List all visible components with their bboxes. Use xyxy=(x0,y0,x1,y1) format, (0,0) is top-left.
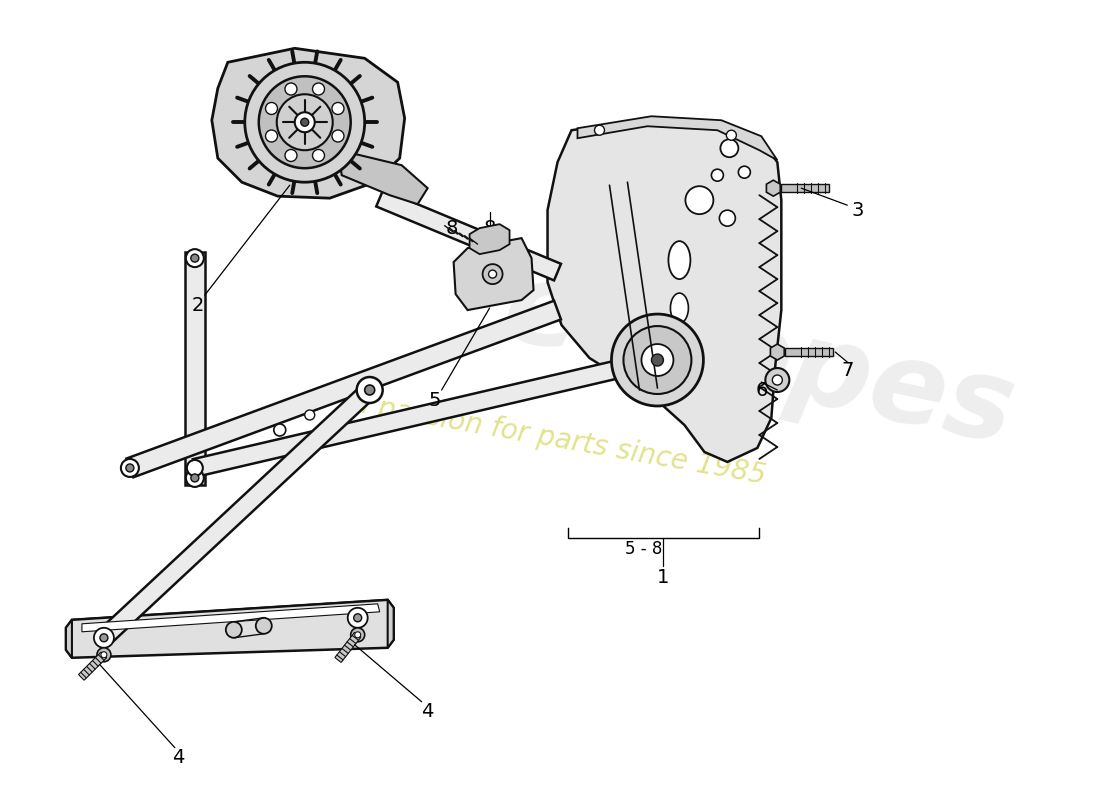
Polygon shape xyxy=(212,48,405,198)
Polygon shape xyxy=(785,348,834,356)
Polygon shape xyxy=(78,652,107,680)
Circle shape xyxy=(94,628,114,648)
Text: 6: 6 xyxy=(756,381,768,399)
Circle shape xyxy=(274,424,286,436)
Polygon shape xyxy=(578,116,778,160)
Circle shape xyxy=(712,169,724,181)
Circle shape xyxy=(332,102,344,114)
Polygon shape xyxy=(470,224,509,254)
Polygon shape xyxy=(192,351,660,477)
Text: 2: 2 xyxy=(191,295,204,314)
Circle shape xyxy=(285,83,297,95)
Circle shape xyxy=(245,62,365,182)
Text: 5 - 8: 5 - 8 xyxy=(625,540,662,558)
Text: 1: 1 xyxy=(657,568,670,587)
Polygon shape xyxy=(387,600,394,648)
Circle shape xyxy=(641,344,673,376)
Circle shape xyxy=(186,469,204,487)
Circle shape xyxy=(186,249,204,267)
Circle shape xyxy=(312,150,324,162)
Circle shape xyxy=(719,210,736,226)
Polygon shape xyxy=(770,344,784,360)
Polygon shape xyxy=(185,252,205,485)
Text: 5: 5 xyxy=(428,390,441,410)
Circle shape xyxy=(651,354,663,366)
Circle shape xyxy=(285,150,297,162)
Circle shape xyxy=(256,618,272,634)
Text: 3: 3 xyxy=(851,201,864,220)
Circle shape xyxy=(772,375,782,385)
Circle shape xyxy=(265,130,277,142)
Circle shape xyxy=(190,474,199,482)
Polygon shape xyxy=(334,632,361,662)
Circle shape xyxy=(305,410,315,420)
Polygon shape xyxy=(126,301,561,478)
Polygon shape xyxy=(81,604,379,632)
Circle shape xyxy=(348,608,367,628)
Circle shape xyxy=(312,83,324,95)
Circle shape xyxy=(726,130,736,140)
Circle shape xyxy=(351,628,365,642)
Text: 8: 8 xyxy=(483,218,496,238)
Text: 4: 4 xyxy=(421,702,433,722)
Circle shape xyxy=(594,126,605,135)
Circle shape xyxy=(300,118,309,126)
Circle shape xyxy=(97,648,111,662)
Circle shape xyxy=(356,377,383,403)
Circle shape xyxy=(100,634,108,642)
Text: a passion for parts since 1985: a passion for parts since 1985 xyxy=(351,390,769,490)
Circle shape xyxy=(612,314,703,406)
Polygon shape xyxy=(767,180,780,196)
Circle shape xyxy=(101,652,107,658)
Polygon shape xyxy=(781,184,829,192)
Polygon shape xyxy=(66,600,394,658)
Ellipse shape xyxy=(669,241,691,279)
Polygon shape xyxy=(98,383,376,644)
Circle shape xyxy=(685,186,714,214)
Circle shape xyxy=(332,130,344,142)
Polygon shape xyxy=(376,190,561,281)
Text: 8: 8 xyxy=(446,218,458,238)
Polygon shape xyxy=(453,238,534,310)
Text: 4: 4 xyxy=(172,748,184,767)
Polygon shape xyxy=(66,620,72,658)
Circle shape xyxy=(277,94,332,150)
Polygon shape xyxy=(548,118,781,462)
Circle shape xyxy=(125,464,134,472)
Circle shape xyxy=(720,139,738,158)
Polygon shape xyxy=(340,152,428,204)
Circle shape xyxy=(488,270,496,278)
Polygon shape xyxy=(72,600,394,626)
Circle shape xyxy=(365,385,375,395)
Circle shape xyxy=(187,460,202,476)
Text: 7: 7 xyxy=(842,361,854,379)
Circle shape xyxy=(226,622,242,638)
Circle shape xyxy=(738,166,750,178)
Circle shape xyxy=(624,326,692,394)
Circle shape xyxy=(258,76,351,168)
Circle shape xyxy=(295,112,315,132)
Circle shape xyxy=(265,102,277,114)
Circle shape xyxy=(354,614,362,622)
Circle shape xyxy=(766,368,790,392)
Ellipse shape xyxy=(670,293,689,323)
Circle shape xyxy=(354,632,361,638)
Circle shape xyxy=(121,459,139,477)
Circle shape xyxy=(483,264,503,284)
Text: europes: europes xyxy=(494,252,1025,468)
Circle shape xyxy=(190,254,199,262)
